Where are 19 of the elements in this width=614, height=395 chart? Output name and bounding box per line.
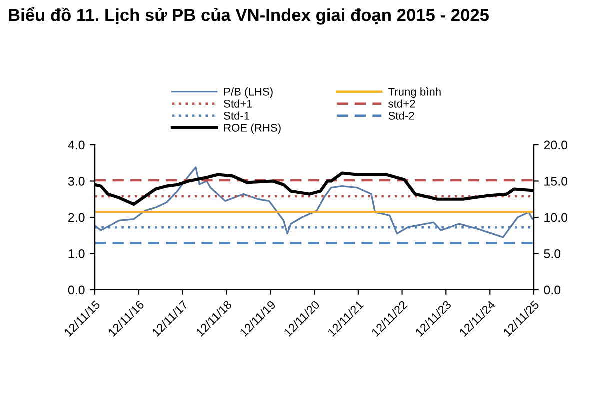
y-tick-label: 0.0: [68, 286, 85, 295]
legend-label: Std+1: [224, 100, 252, 108]
legend-label: ROE (RHS): [224, 124, 281, 134]
legend-label: Std-2: [388, 112, 414, 120]
legend-label: std+2: [388, 100, 416, 108]
y-tick-label: 3.0: [68, 177, 85, 186]
legend-label: Std-1: [224, 112, 250, 120]
y-tick-label: 1.0: [68, 250, 85, 258]
legend-label: P/B (LHS): [224, 88, 273, 98]
chart-title: Biểu đồ 11. Lịch sử PB của VN-Index giai đoạn 2015 - 2025: [9, 7, 489, 25]
y2-tick-label: 15.0: [544, 177, 568, 186]
y2-tick-label: 10.0: [544, 213, 568, 222]
y2-tick-label: 5.0: [544, 250, 561, 258]
y-tick-label: 2.0: [68, 213, 85, 222]
legend-label: Trung bình: [388, 88, 441, 98]
y-tick-label: 4.0: [68, 140, 85, 150]
y2-tick-label: 0.0: [544, 286, 561, 295]
line-series: [95, 166, 534, 238]
y2-tick-label: 20.0: [544, 140, 568, 150]
